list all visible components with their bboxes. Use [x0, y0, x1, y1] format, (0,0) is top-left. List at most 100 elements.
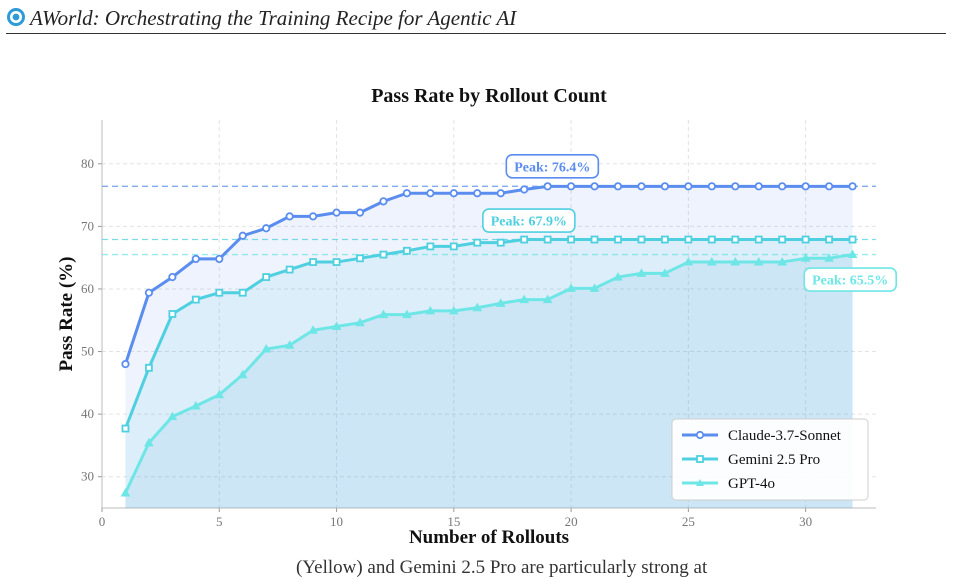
peak-annotation-box-0: [505, 154, 600, 179]
data-point: [777, 257, 788, 266]
x-tick-label: 25: [682, 514, 695, 529]
data-point: [543, 182, 552, 191]
data-point: [262, 224, 271, 233]
x-tick-label: 20: [565, 514, 578, 529]
data-point: [121, 359, 130, 369]
data-point: [355, 317, 365, 327]
data-point: [801, 235, 810, 244]
series-line-1: [124, 238, 853, 430]
chart-title: Pass Rate by Rollout Count: [371, 85, 607, 107]
header-rule: [6, 33, 946, 34]
data-point: [707, 182, 716, 191]
header-title: AWorld: Orchestrating the Training Recip…: [30, 6, 517, 30]
y-axis-label: Pass Rate (%): [56, 256, 77, 371]
data-point: [190, 400, 201, 410]
data-point: [731, 235, 740, 244]
data-point: [613, 182, 623, 191]
legend-label-1: Gemini 2.5 Pro: [728, 452, 820, 468]
x-tick-label: 15: [447, 514, 460, 529]
data-point: [706, 257, 717, 266]
data-point: [473, 238, 482, 247]
data-point: [379, 250, 388, 259]
data-point: [332, 208, 341, 217]
data-point: [614, 235, 622, 244]
data-point: [214, 389, 225, 399]
data-point: [660, 182, 670, 191]
data-point: [589, 283, 600, 292]
data-point: [684, 235, 693, 244]
data-point: [285, 265, 294, 274]
data-point: [848, 235, 857, 244]
data-point: [707, 235, 716, 244]
data-point: [496, 189, 505, 198]
data-point: [847, 249, 858, 259]
series-area-1: [125, 239, 853, 508]
series-area-2: [125, 254, 853, 508]
data-point: [168, 272, 177, 282]
y-tick-label: 70: [81, 218, 94, 233]
y-tick-label: 80: [81, 156, 94, 171]
legend-marker-1: [696, 455, 704, 463]
y-tick-label: 60: [81, 281, 94, 296]
data-point: [543, 235, 552, 244]
data-point: [237, 369, 248, 379]
data-point: [238, 288, 247, 297]
data-point: [754, 235, 763, 244]
data-point: [778, 235, 787, 244]
data-point: [426, 189, 435, 198]
series-area-0: [125, 186, 853, 508]
peak-annotation-label-1: Peak: 67.9%: [491, 215, 567, 230]
legend-box: [671, 418, 869, 501]
data-point: [754, 182, 763, 191]
data-point: [331, 321, 342, 331]
peak-annotation-label-2: Peak: 65.5%: [812, 274, 888, 289]
x-tick-label: 10: [330, 514, 343, 529]
data-point: [778, 182, 787, 191]
data-point: [449, 189, 458, 198]
footer-text-fragment: (Yellow) and Gemini 2.5 Pro are particul…: [296, 557, 708, 578]
data-point: [684, 182, 693, 191]
aworld-logo-icon: [7, 8, 25, 26]
data-point: [520, 235, 529, 244]
data-point: [402, 189, 412, 198]
data-point: [332, 258, 341, 266]
data-point: [425, 305, 436, 315]
data-point: [426, 242, 435, 251]
peak-annotation-box-1: [482, 208, 576, 233]
data-point: [636, 268, 647, 277]
data-point: [449, 242, 458, 251]
data-point: [542, 294, 553, 304]
data-point: [613, 272, 623, 281]
data-point: [824, 253, 834, 262]
legend-marker-2: [696, 479, 704, 486]
data-point: [262, 273, 271, 281]
data-point: [403, 246, 411, 255]
data-point: [284, 340, 295, 349]
data-point: [824, 182, 834, 191]
data-point: [356, 254, 364, 263]
x-tick-label: 30: [799, 514, 812, 529]
data-point: [448, 305, 459, 315]
y-tick-label: 50: [81, 344, 94, 359]
x-axis-label: Number of Rollouts: [409, 527, 569, 548]
data-point: [730, 257, 741, 266]
data-point: [473, 189, 482, 198]
data-point: [191, 295, 200, 304]
data-point: [731, 182, 740, 191]
data-point: [848, 182, 857, 191]
data-point: [309, 258, 317, 266]
data-point: [285, 212, 294, 221]
data-point: [637, 182, 646, 191]
data-point: [495, 298, 506, 307]
data-point: [661, 235, 669, 244]
data-point: [378, 309, 389, 319]
data-point: [261, 344, 272, 353]
page-header: AWorld: Orchestrating the Training Recip…: [6, 4, 946, 32]
data-point: [144, 437, 154, 447]
data-point: [121, 424, 130, 433]
data-point: [215, 254, 224, 264]
data-point: [496, 238, 505, 247]
data-point: [637, 235, 646, 244]
data-point: [379, 197, 388, 206]
data-point: [308, 212, 318, 221]
